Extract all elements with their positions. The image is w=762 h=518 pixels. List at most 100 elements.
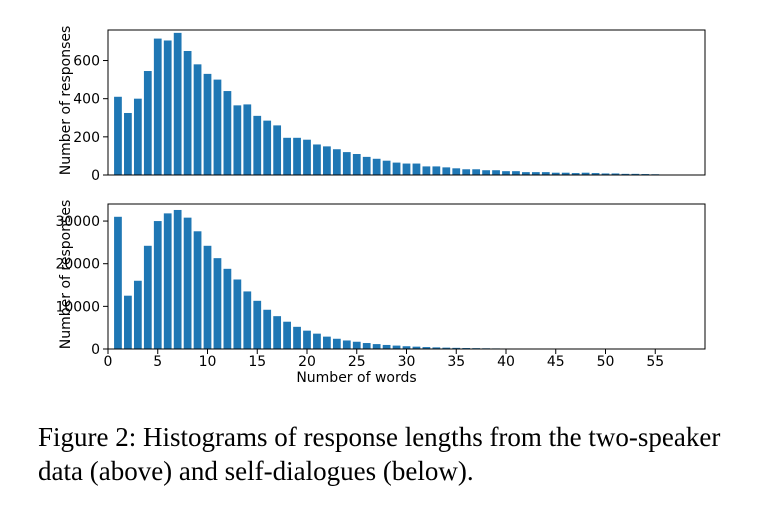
bar [153,38,162,176]
x-tick-label: 15 [248,354,266,370]
bar [233,105,242,175]
bar [213,258,222,349]
bar [571,173,580,175]
bar [502,171,510,175]
bar [313,333,321,349]
bar [442,347,451,349]
x-tick-label: 45 [547,354,565,370]
bar [412,346,421,349]
y-tick-label: 10000 [55,299,100,315]
bar [163,40,172,175]
bar [382,160,391,175]
bar [193,231,202,349]
bar [243,104,252,175]
bar [303,139,311,175]
bar [422,166,431,175]
y-tick-label: 20000 [55,257,100,273]
bar [492,170,500,175]
bar [611,173,620,175]
bar [203,73,212,175]
x-axis-label: Number of words [296,370,416,386]
bar [183,217,192,349]
bar [362,343,371,349]
y-tick-label: 0 [91,168,100,184]
bar [283,137,291,175]
x-tick-label: 50 [597,354,615,370]
bar [352,341,361,349]
bar [402,346,411,349]
bar [143,71,152,175]
bar [124,295,132,349]
bar [601,173,610,175]
bar [293,326,301,349]
x-tick-label: 55 [646,354,664,370]
y-tick-label: 200 [73,130,100,146]
bar [323,336,331,349]
bar [462,169,471,175]
y-tick-label: 0 [91,342,100,358]
bar [342,340,351,349]
bar [283,321,291,349]
bar [313,144,321,175]
bar [203,245,212,349]
bar [621,173,630,175]
bar [273,125,282,175]
bar [332,338,341,349]
x-tick-label: 40 [497,354,515,370]
bar [332,149,341,175]
bar [133,280,142,349]
bar [233,279,242,349]
bar [531,172,540,175]
bar [362,156,371,176]
bar [452,168,461,175]
bar [522,172,530,175]
bar [392,162,401,175]
bar [193,64,202,175]
y-axis-label: Number of responses [58,200,74,350]
x-tick-label: 0 [104,354,113,370]
bar [263,309,272,349]
bar [223,91,232,175]
bar [551,172,560,175]
bar [472,169,481,175]
bar [432,166,441,175]
x-tick-label: 10 [199,354,217,370]
bar [372,344,381,349]
bar [342,152,351,175]
y-tick-label: 400 [73,92,100,108]
x-tick-label: 20 [298,354,316,370]
bar [303,330,311,349]
bar [263,120,272,176]
bar [183,50,192,175]
figure-caption: Figure 2: Histograms of response lengths… [38,422,721,486]
bar [153,221,162,349]
bar [631,173,640,175]
bar [402,163,411,175]
bar [273,316,282,349]
bar [442,167,451,175]
x-tick-label: 25 [348,354,366,370]
bar [392,345,401,349]
plot-frame [107,29,706,176]
bar [323,146,331,175]
y-axis-label: Number of responses [58,26,74,176]
bar [114,96,122,175]
bar [253,300,262,349]
bar [173,209,182,349]
bar [124,112,132,175]
bar [114,216,122,349]
bar [143,245,152,349]
x-tick-label: 5 [153,354,162,370]
bar [293,137,301,175]
bar [561,172,570,175]
bar [581,172,590,175]
bar [452,347,461,349]
bar [422,347,431,349]
bar [352,154,361,175]
y-tick-label: 30000 [55,214,100,230]
bar [253,115,262,175]
x-tick-label: 35 [447,354,465,370]
bar [243,291,252,349]
y-tick-label: 600 [73,54,100,70]
